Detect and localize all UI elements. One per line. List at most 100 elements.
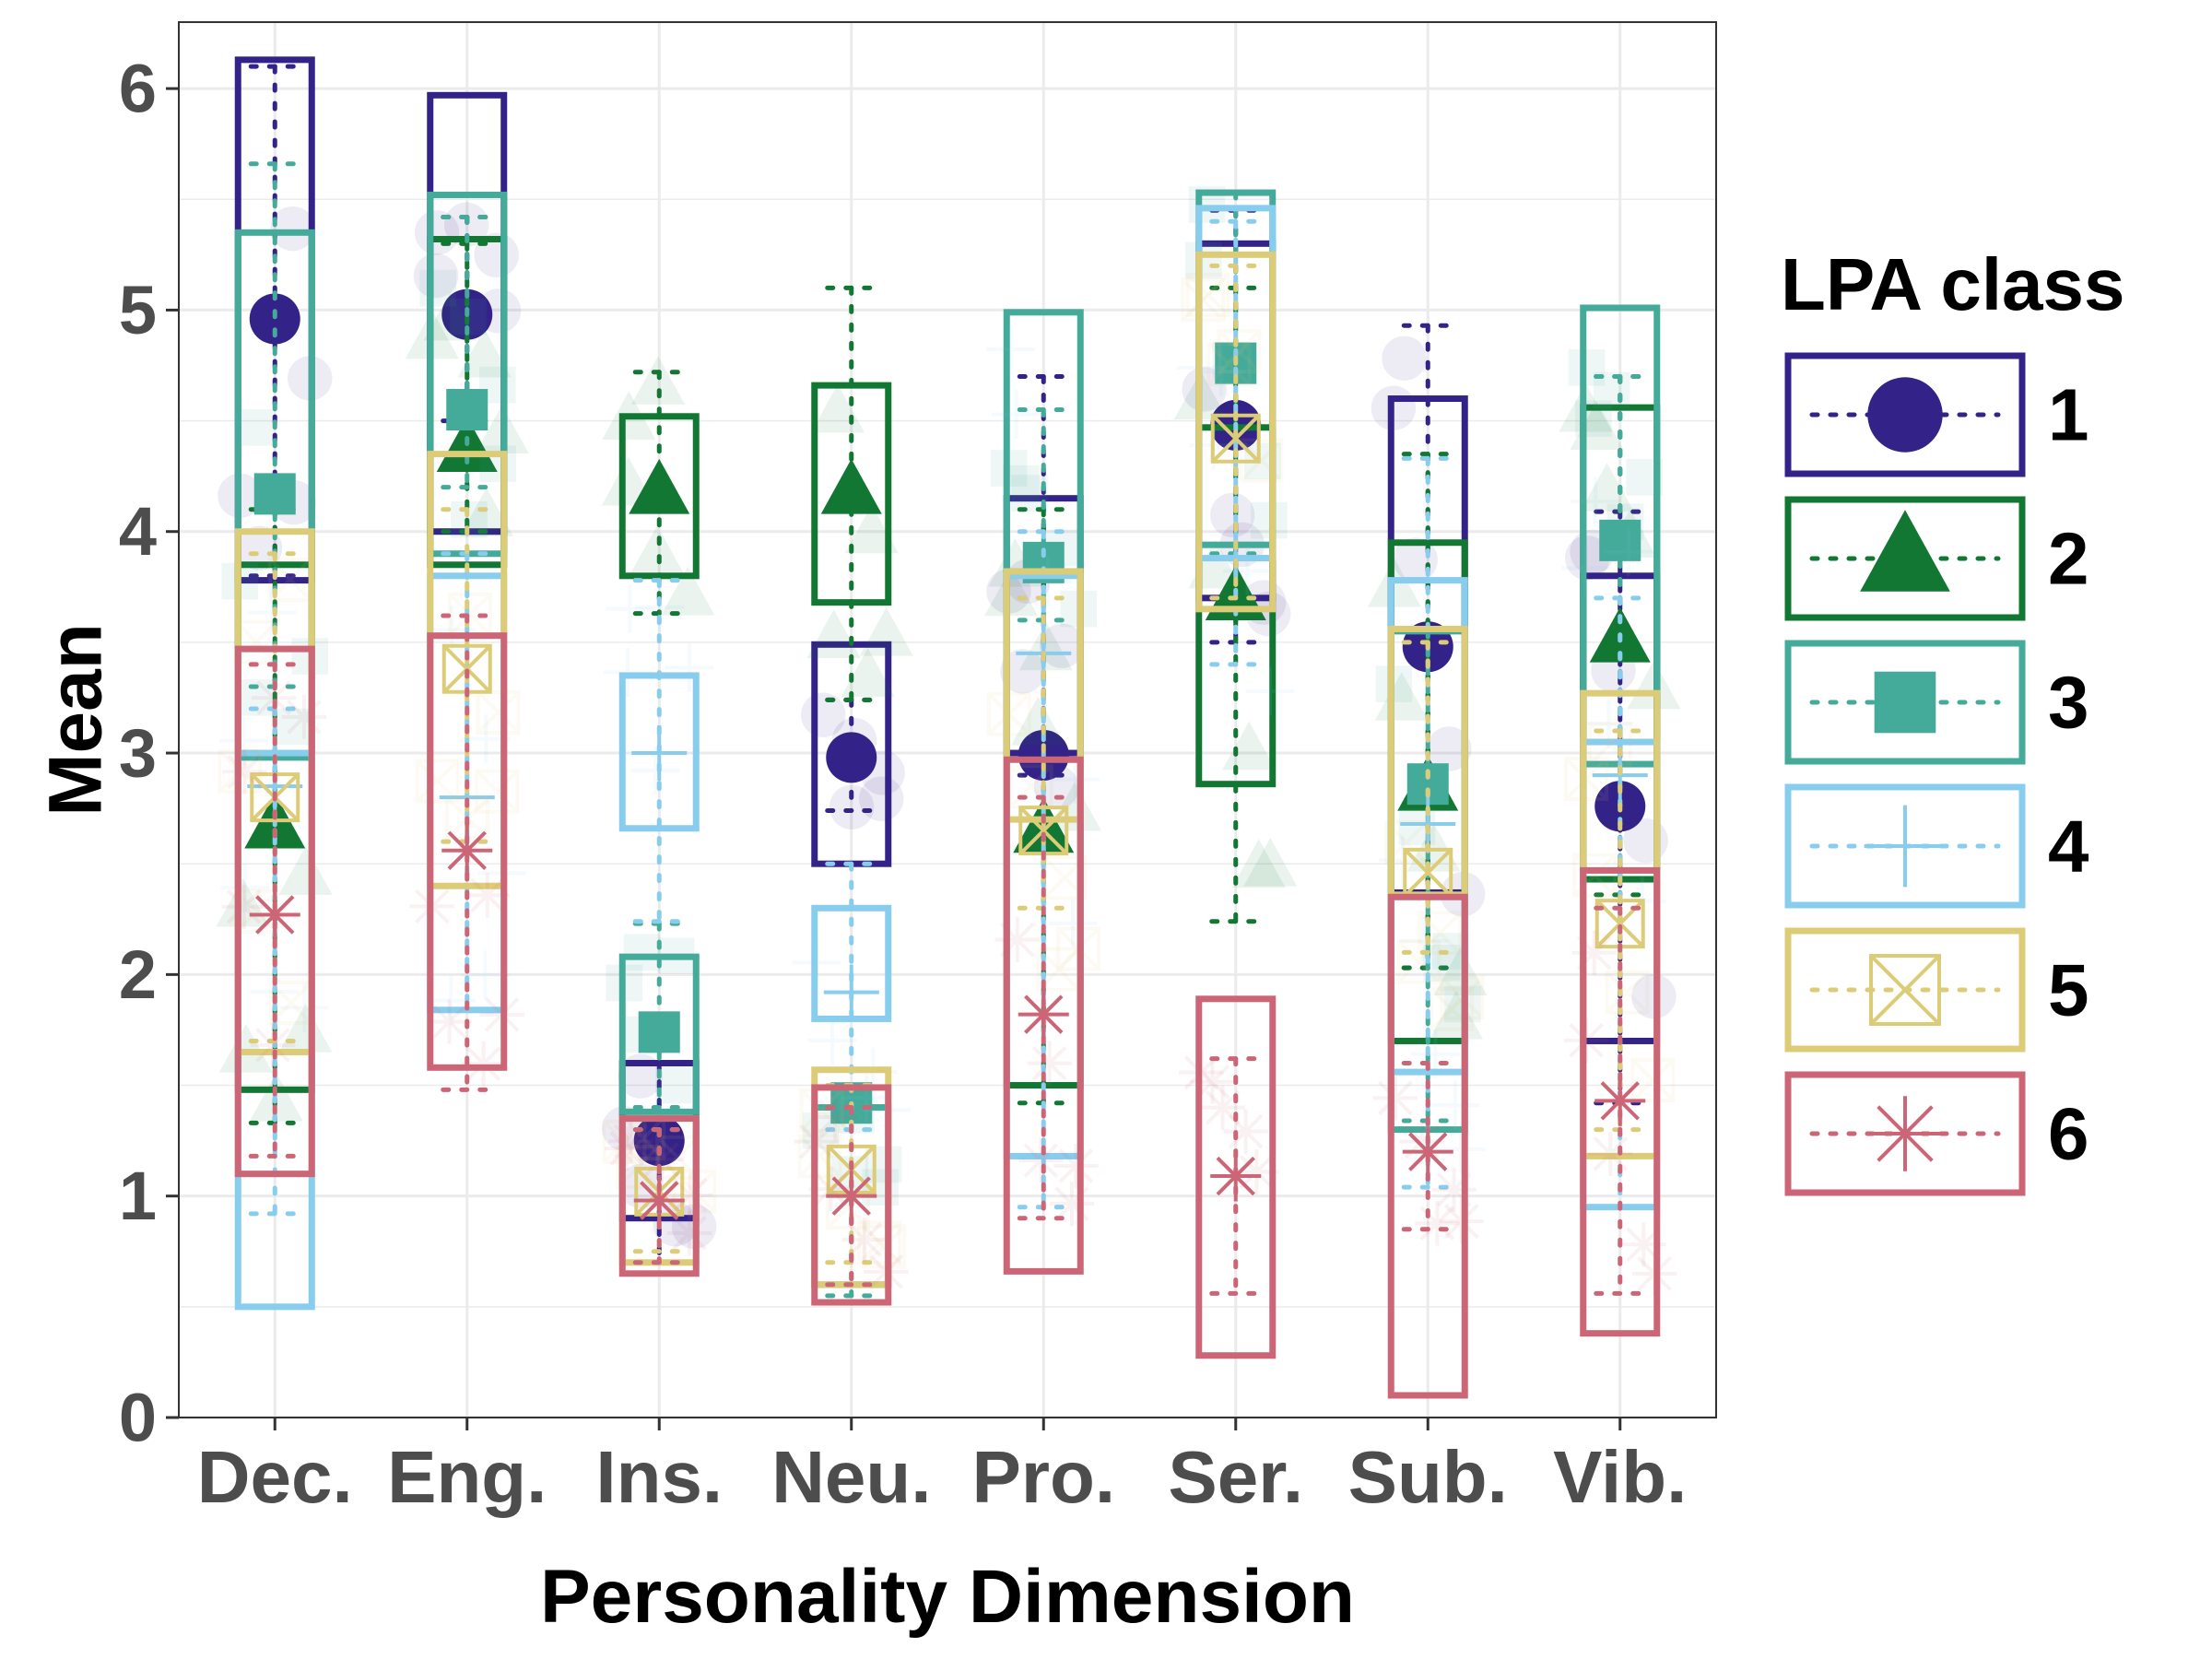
legend-label: 1 (2048, 374, 2089, 456)
plot-background (179, 22, 1716, 1418)
mean-point (439, 770, 495, 826)
mean-point (826, 1171, 877, 1222)
background-point (1051, 755, 1100, 805)
x-axis-title: Personality Dimension (540, 1555, 1355, 1639)
background-point (1604, 527, 1653, 577)
legend-label: 2 (2048, 518, 2089, 600)
mean-point (823, 964, 879, 1020)
background-point (1565, 535, 1610, 581)
range-box (618, 953, 700, 1115)
legend-item-6: 6 (1784, 1071, 2089, 1196)
background-point (1231, 839, 1286, 888)
background-point (829, 784, 875, 830)
background-point (221, 884, 266, 929)
legend-item-1: 1 (1784, 352, 2089, 477)
background-point (1000, 649, 1045, 694)
legend-label: 5 (2048, 949, 2089, 1031)
background-point (220, 863, 270, 912)
background-point (222, 749, 267, 794)
background-point (278, 846, 333, 895)
mean-point (826, 732, 877, 783)
mean-point (629, 458, 690, 514)
background-point (623, 934, 661, 971)
background-point (415, 759, 460, 804)
legend: LPA class 1 2 3 4 5 6 (1781, 243, 2125, 1196)
background-point (841, 1073, 891, 1123)
background-point (639, 1136, 685, 1182)
background-point (1378, 836, 1428, 885)
background-point (608, 1119, 653, 1164)
background-point (218, 1024, 273, 1073)
background-point (605, 584, 654, 634)
background-point (1018, 621, 1073, 671)
background-point (806, 609, 861, 659)
range-box (1195, 995, 1277, 1359)
x-tick-label: Ins. (595, 1436, 723, 1518)
mean-point (1018, 989, 1069, 1041)
background-point (666, 1210, 712, 1256)
background-point (219, 716, 268, 765)
background-point (1436, 1124, 1486, 1174)
background-point (250, 1022, 296, 1068)
background-point (1223, 1109, 1268, 1154)
background-point (1580, 463, 1634, 512)
mean-point (820, 458, 882, 514)
legend-key-marker (1867, 1096, 1943, 1171)
background-point (1018, 1137, 1064, 1183)
background-point (237, 525, 283, 571)
background-point (419, 269, 456, 307)
background-point (1399, 916, 1448, 966)
plot-border (178, 21, 1717, 1418)
background-point (1621, 1222, 1666, 1267)
mean-point (1018, 806, 1069, 856)
mean-point (446, 389, 488, 431)
y-tick-label: 5 (119, 272, 157, 348)
y-tick-label: 6 (119, 51, 157, 127)
legend-key-marker (1860, 510, 1950, 592)
x-tick-label: Neu. (771, 1436, 931, 1518)
background-point (1561, 544, 1611, 593)
mean-point (1210, 413, 1261, 464)
background-point (1190, 1059, 1235, 1104)
background-point (984, 567, 1039, 617)
background-point (427, 999, 472, 1044)
background-point (1222, 721, 1277, 771)
mean-point (247, 759, 303, 815)
background-point (994, 917, 1040, 962)
background-point (1399, 1119, 1444, 1164)
background-point (1011, 696, 1065, 746)
x-tick-label: Ser. (1168, 1436, 1303, 1518)
background-point (841, 648, 895, 697)
range-box (234, 645, 315, 1178)
background-point (1185, 272, 1230, 317)
background-point (1048, 899, 1098, 948)
background-point (1427, 726, 1472, 771)
mean-point (1402, 1126, 1453, 1178)
legend-key-marker (1867, 377, 1943, 453)
background-point (1217, 329, 1262, 374)
background-point (1406, 822, 1461, 872)
y-tick-label: 3 (119, 715, 157, 792)
background-point (1243, 837, 1298, 887)
range-box (1003, 756, 1084, 1275)
background-point (281, 694, 327, 740)
mean-point (249, 888, 300, 940)
background-point (1245, 591, 1291, 637)
legend-label: 4 (2048, 806, 2089, 888)
background-point (661, 567, 715, 616)
range-box (618, 1115, 700, 1277)
background-point (459, 488, 513, 536)
background-point (1605, 970, 1650, 1015)
series-6 (221, 613, 1677, 1399)
background-point (1039, 623, 1085, 668)
background-point (1053, 1143, 1099, 1189)
legend-item-3: 3 (1784, 640, 2089, 765)
background-point (1382, 335, 1427, 381)
mean-point (1400, 795, 1456, 852)
range-box (1387, 893, 1468, 1399)
background-point (274, 708, 312, 746)
range-box (811, 1084, 892, 1306)
background-point (236, 409, 274, 446)
mean-point (441, 825, 493, 877)
